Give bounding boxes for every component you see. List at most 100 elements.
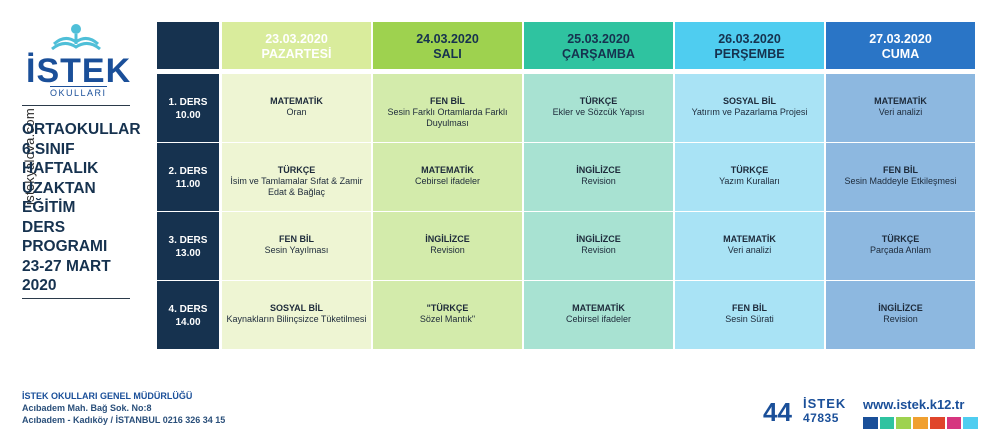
program-title-line: 6.SINIF [22,140,75,158]
day-date: 26.03.2020 [718,32,781,46]
cell-topic: Revision [581,176,616,186]
lesson-number: 3. DERS [168,235,208,246]
divider-top [22,105,130,106]
program-title: ORTAOKULLAR 6.SINIF HAFTALIK UZAKTAN EĞİTİM D… [22,120,152,296]
cell-topic: Sesin Maddeyle Etkileşmesi [844,176,957,186]
logo-sub: OKULLARI [50,86,107,98]
schedule-cell: İNGİLİZCE Revision [524,143,673,211]
color-bar [929,417,945,429]
program-title-line: UZAKTAN [22,179,96,197]
schedule-cell: MATEMATİK Oran [222,74,371,142]
cell-topic: Sesin Farklı Ortamlarda Farklı Duyulması [387,107,508,128]
day-header: 23.03.2020 PAZARTESİ [222,22,371,69]
cell-topic: Cebirsel ifadeler [565,314,632,324]
cell-topic: Veri analizi [727,245,772,255]
footer-contact: 44 İSTEK 47835 www.istek.k12.tr [763,393,979,433]
cell-subject: FEN BİL [732,303,767,313]
lesson-label: 2. DERS 11.00 [157,143,219,211]
day-header: 26.03.2020 PERŞEMBE [675,22,824,69]
cell-subject: "TÜRKÇE [426,303,469,313]
schedule-cell: SOSYAL BİL Yatırım ve Pazarlama Projesi [675,74,824,142]
lesson-time: 14.00 [175,317,201,328]
schedule-cell: MATEMATİK Veri analizi [675,212,824,280]
cell-topic: İsim ve Tamlamalar Sıfat & Zamir Edat & … [230,176,363,197]
cell-topic: Sözel Mantık" [419,314,476,324]
logo-brand: İSTEK [26,52,132,90]
day-name: ÇARŞAMBA [562,47,635,61]
program-title-line: HAFTALIK [22,160,99,177]
cell-subject: SOSYAL BİL [269,303,323,313]
color-bar [963,417,979,429]
cell-topic: Oran [286,107,307,117]
footer-address: İSTEK OKULLARI GENEL MÜDÜRLÜĞÜ Acıbadem … [22,390,225,426]
cell-subject: TÜRKÇE [730,165,769,175]
schedule-cell: MATEMATİK Veri analizi [826,74,975,142]
day-date: 27.03.2020 [869,32,932,46]
schedule-cell: İNGİLİZCE Revision [373,212,522,280]
day-header: 25.03.2020 ÇARŞAMBA [524,22,673,69]
lesson-number: 4. DERS [168,304,208,315]
lesson-label: 4. DERS 14.00 [157,281,219,349]
schedule-cell: TÜRKÇE İsim ve Tamlamalar Sıfat & Zamir E… [222,143,371,211]
cell-subject: FEN BİL [430,96,465,106]
footer-org: İSTEK OKULLARI GENEL MÜDÜRLÜĞÜ [22,391,193,401]
day-date: 24.03.2020 [416,32,479,46]
lesson-label: 1. DERS 10.00 [157,74,219,142]
schedule-cell: SOSYAL BİL Kaynakların Bilinçsizce Tüketi… [222,281,371,349]
day-name: SALI [433,47,462,61]
cell-topic: Veri analizi [878,107,923,117]
program-title-line: 2020 [22,277,57,294]
website-link[interactable]: www.istek.k12.tr [863,397,965,412]
phone-number: 47835 [803,411,839,425]
cell-subject: TÜRKÇE [881,234,920,244]
cell-topic: Cebirsel ifadeler [414,176,481,186]
program-title-line: EĞİTİM [22,199,76,216]
cell-subject: İNGİLİZCE [878,303,923,313]
schedule-cell: MATEMATİK Cebirsel ifadeler [524,281,673,349]
cell-topic: Yatırım ve Pazarlama Projesi [691,107,808,117]
day-date: 25.03.2020 [567,32,630,46]
program-title-line: DERS [22,218,66,236]
program-title-line: ORTAOKULLAR [22,121,141,138]
cell-topic: Sesin Sürati [725,314,774,324]
footer-addr2: Acıbadem - Kadıköy / İSTANBUL 0216 326 3… [22,415,226,425]
cell-subject: TÜRKÇE [579,96,618,106]
color-bar [879,417,895,429]
cell-subject: FEN BİL [883,165,918,175]
footer-addr1: Acıbadem Mah. Bağ Sok. No:8 [22,403,152,413]
schedule-cell: FEN BİL Sesin Yayılması [222,212,371,280]
lesson-number: 1. DERS [168,97,208,108]
phone-prefix: 44 [763,397,792,427]
cell-subject: İNGİLİZCE [576,234,621,244]
schedule-cell: FEN BİL Sesin Maddeyle Etkileşmesi [826,143,975,211]
day-name: PAZARTESİ [261,47,332,61]
schedule-cell: "TÜRKÇE Sözel Mantık" [373,281,522,349]
cell-subject: TÜRKÇE [277,165,316,175]
cell-subject: MATEMATİK [421,165,474,175]
book-reader-icon [51,24,101,51]
day-date: 23.03.2020 [265,32,328,46]
cell-subject: FEN BİL [279,234,314,244]
schedule-cell: FEN BİL Sesin Sürati [675,281,824,349]
day-header: 27.03.2020 CUMA [826,22,975,69]
cell-topic: Parçada Anlam [869,245,932,255]
cell-subject: İNGİLİZCE [425,234,470,244]
lesson-number: 2. DERS [168,166,208,177]
divider-bottom [22,298,130,299]
schedule-cell: TÜRKÇE Parçada Anlam [826,212,975,280]
lesson-time: 10.00 [175,110,201,121]
color-bar [913,417,928,429]
day-name: PERŞEMBE [714,47,785,61]
cell-topic: Ekler ve Sözcük Yapısı [552,107,645,117]
schedule-cell: TÜRKÇE Yazım Kuralları [675,143,824,211]
cell-topic: Sesin Yayılması [264,245,329,255]
cell-topic: Revision [883,314,918,324]
schedule-cell: FEN BİL Sesin Farklı Ortamlarda Farklı Du… [373,74,522,142]
cell-subject: İNGİLİZCE [576,165,621,175]
cell-subject: MATEMATİK [874,96,927,106]
cell-subject: MATEMATİK [723,234,776,244]
cell-topic: Revision [430,245,465,255]
cell-topic: Yazım Kuralları [719,176,780,186]
schedule-cell: İNGİLİZCE Revision [524,212,673,280]
cell-subject: MATEMATİK [572,303,625,313]
